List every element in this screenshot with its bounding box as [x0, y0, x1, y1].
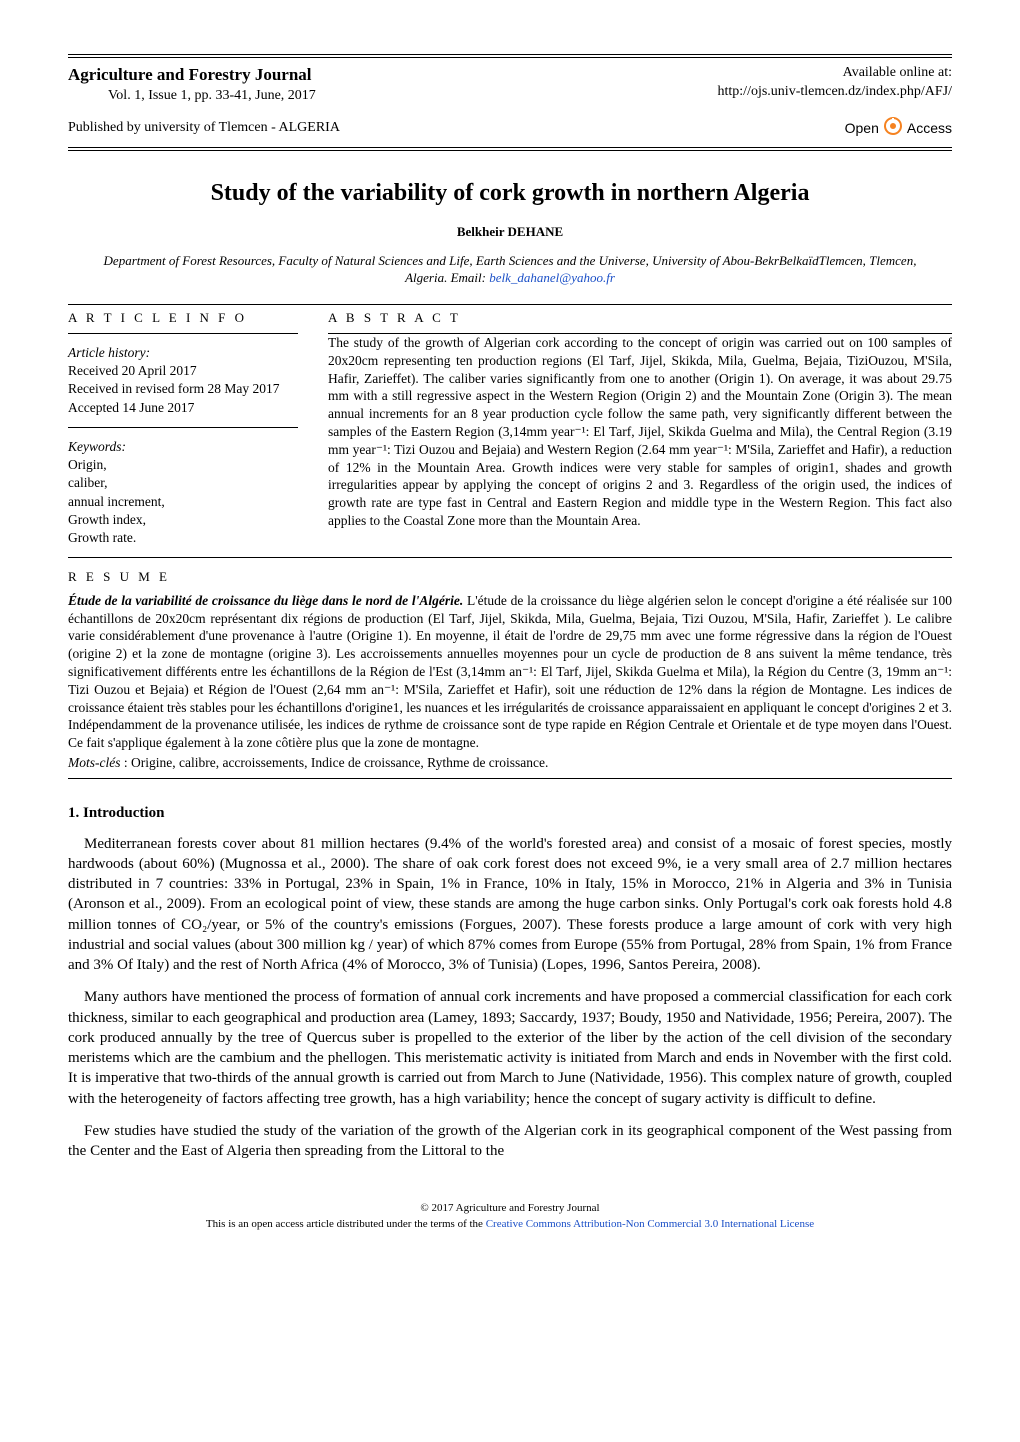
rule-e	[68, 557, 952, 558]
article-info-heading: A R T I C L E I N F O	[68, 309, 298, 327]
publisher-row: Published by university of Tlemcen - ALG…	[68, 116, 952, 141]
intro-p3: Few studies have studied the study of th…	[68, 1121, 952, 1162]
journal-url[interactable]: http://ojs.univ-tlemcen.dz/index.php/AFJ…	[718, 83, 952, 102]
header-row: Agriculture and Forestry Journal Vol. 1,…	[68, 64, 952, 106]
license-link[interactable]: Creative Commons Attribution-Non Commerc…	[486, 1218, 814, 1230]
intro-p1: Mediterranean forests cover about 81 mil…	[68, 834, 952, 976]
abstract-heading: A B S T R A C T	[328, 309, 952, 327]
copyright-text: © 2017 Agriculture and Forestry Journal	[68, 1201, 952, 1216]
accepted-date: Accepted 14 June 2017	[68, 399, 298, 417]
rule-b	[68, 333, 298, 334]
open-access-icon	[883, 116, 903, 141]
keywords-title: Keywords:	[68, 438, 298, 456]
resume-text: L'étude de la croissance du liège algéri…	[68, 593, 952, 751]
page-footer: © 2017 Agriculture and Forestry Journal …	[68, 1201, 952, 1232]
open-text: Open	[845, 119, 879, 138]
intro-heading: 1. Introduction	[68, 803, 952, 823]
keywords-list: Origin, caliber, annual increment, Growt…	[68, 456, 298, 547]
issue-line: Vol. 1, Issue 1, pp. 33-41, June, 2017	[108, 87, 316, 106]
rule-c	[68, 427, 298, 428]
abstract-column: A B S T R A C T The study of the growth …	[328, 305, 952, 557]
info-abstract-columns: A R T I C L E I N F O Article history: R…	[68, 305, 952, 557]
journal-block: Agriculture and Forestry Journal Vol. 1,…	[68, 64, 316, 106]
history-title: Article history:	[68, 344, 298, 362]
available-label: Available online at:	[718, 64, 952, 83]
author-name: Belkheir DEHANE	[68, 223, 952, 241]
header-bottom-rule	[68, 147, 952, 151]
mots-cles: Mots-clés : Origine, calibre, accroissem…	[68, 754, 952, 772]
mots-label: Mots-clés	[68, 755, 120, 770]
mots-text: : Origine, calibre, accroissements, Indi…	[120, 755, 548, 770]
intro-p2: Many authors have mentioned the process …	[68, 987, 952, 1109]
resume-heading: R E S U M E	[68, 568, 952, 586]
keywords-block: Keywords: Origin, caliber, annual increm…	[68, 438, 298, 547]
available-block: Available online at: http://ojs.univ-tle…	[718, 64, 952, 102]
resume-body: Étude de la variabilité de croissance du…	[68, 592, 952, 752]
access-text: Access	[907, 119, 952, 138]
affiliation: Department of Forest Resources, Faculty …	[88, 253, 932, 287]
received-date: Received 20 April 2017	[68, 362, 298, 380]
article-info-column: A R T I C L E I N F O Article history: R…	[68, 305, 298, 557]
publisher-text: Published by university of Tlemcen - ALG…	[68, 119, 340, 138]
author-email[interactable]: belk_dahanel@yahoo.fr	[489, 270, 615, 285]
resume-title: Étude de la variabilité de croissance du…	[68, 593, 463, 608]
license-prefix: This is an open access article distribut…	[206, 1218, 486, 1230]
open-access-badge: Open Access	[845, 116, 952, 141]
rule-f	[68, 778, 952, 779]
abstract-body: The study of the growth of Algerian cork…	[328, 334, 952, 530]
article-title: Study of the variability of cork growth …	[68, 177, 952, 209]
revised-date: Received in revised form 28 May 2017	[68, 380, 298, 398]
journal-name: Agriculture and Forestry Journal	[68, 64, 316, 87]
info-abstract-block: A R T I C L E I N F O Article history: R…	[68, 304, 952, 558]
history-block: Article history: Received 20 April 2017 …	[68, 344, 298, 417]
top-rule	[68, 54, 952, 58]
license-line: This is an open access article distribut…	[68, 1217, 952, 1232]
